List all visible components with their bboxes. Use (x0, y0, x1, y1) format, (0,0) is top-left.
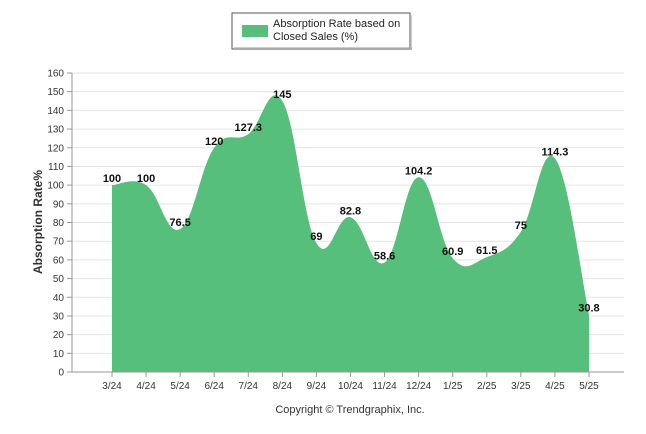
data-labels: 100 100 76.5 120 127.3 145 69 82.8 58.6 104.2 60.9… (103, 89, 600, 314)
y-tick-label: 60 (53, 255, 65, 266)
area-fill (112, 95, 589, 373)
y-axis-title: Absorption Rate% (31, 170, 45, 274)
data-label: 30.8 (578, 302, 599, 314)
y-tick-label: 30 (53, 311, 65, 322)
data-label: 120 (205, 136, 223, 148)
data-label: 100 (103, 173, 121, 185)
data-label: 104.2 (405, 165, 433, 177)
y-tick-label: 120 (47, 143, 64, 154)
y-tick-label: 160 (47, 69, 64, 80)
y-tick-label: 20 (53, 330, 65, 341)
x-tick-label: 4/25 (545, 381, 565, 392)
y-tick-label: 70 (53, 237, 65, 248)
legend-label-line2: Closed Sales (%) (273, 31, 358, 43)
legend-label-line1: Absorption Rate based on (273, 18, 400, 30)
y-tick-label: 80 (53, 218, 65, 229)
data-label: 58.6 (374, 250, 395, 262)
y-tick-label: 130 (47, 125, 64, 136)
x-tick-label: 5/25 (579, 381, 599, 392)
y-tick-label: 100 (47, 181, 64, 192)
x-tick-label: 11/24 (372, 381, 397, 392)
x-tick-label: 12/24 (406, 381, 431, 392)
legend-swatch (242, 25, 268, 37)
y-tick-label: 50 (53, 274, 65, 285)
x-tick-label: 3/24 (102, 381, 122, 392)
data-label: 114.3 (541, 146, 568, 158)
data-label: 61.5 (476, 245, 497, 257)
data-label: 82.8 (340, 205, 361, 217)
y-tick-label: 140 (47, 106, 64, 117)
data-label: 75 (515, 220, 527, 232)
x-tick-label: 6/24 (204, 381, 224, 392)
data-label: 145 (273, 89, 291, 101)
legend: Absorption Rate based on Closed Sales (%… (231, 12, 412, 50)
x-tick-label: 1/25 (443, 381, 463, 392)
x-tick-label: 7/24 (239, 381, 259, 392)
x-tick-label: 3/25 (511, 381, 531, 392)
x-tick-label: 8/24 (273, 381, 293, 392)
data-label: 76.5 (169, 217, 190, 229)
data-label: 127.3 (235, 122, 263, 134)
y-tick-label: 110 (48, 162, 64, 173)
x-axis-ticks: 3/24 4/24 5/24 6/24 7/24 8/24 9/24 10/24 11/24 12… (102, 372, 599, 392)
y-axis-ticks: 0 10 20 30 40 50 60 70 80 90 100 110 120 130 140 150 160 (47, 69, 72, 379)
y-tick-label: 90 (53, 199, 65, 210)
area-series (112, 95, 589, 373)
data-label: 100 (137, 173, 155, 185)
y-tick-label: 10 (53, 349, 65, 360)
copyright-footer: Copyright © Trendgraphix, Inc. (275, 404, 424, 416)
x-tick-label: 5/24 (170, 381, 190, 392)
x-tick-label: 9/24 (307, 381, 327, 392)
x-tick-label: 4/24 (136, 381, 156, 392)
y-tick-label: 150 (47, 87, 64, 98)
data-label: 60.9 (442, 246, 463, 258)
data-label: 69 (310, 231, 322, 243)
x-tick-label: 2/25 (477, 381, 497, 392)
y-tick-label: 40 (53, 293, 65, 304)
y-tick-label: 0 (58, 368, 64, 379)
x-tick-label: 10/24 (338, 381, 363, 392)
